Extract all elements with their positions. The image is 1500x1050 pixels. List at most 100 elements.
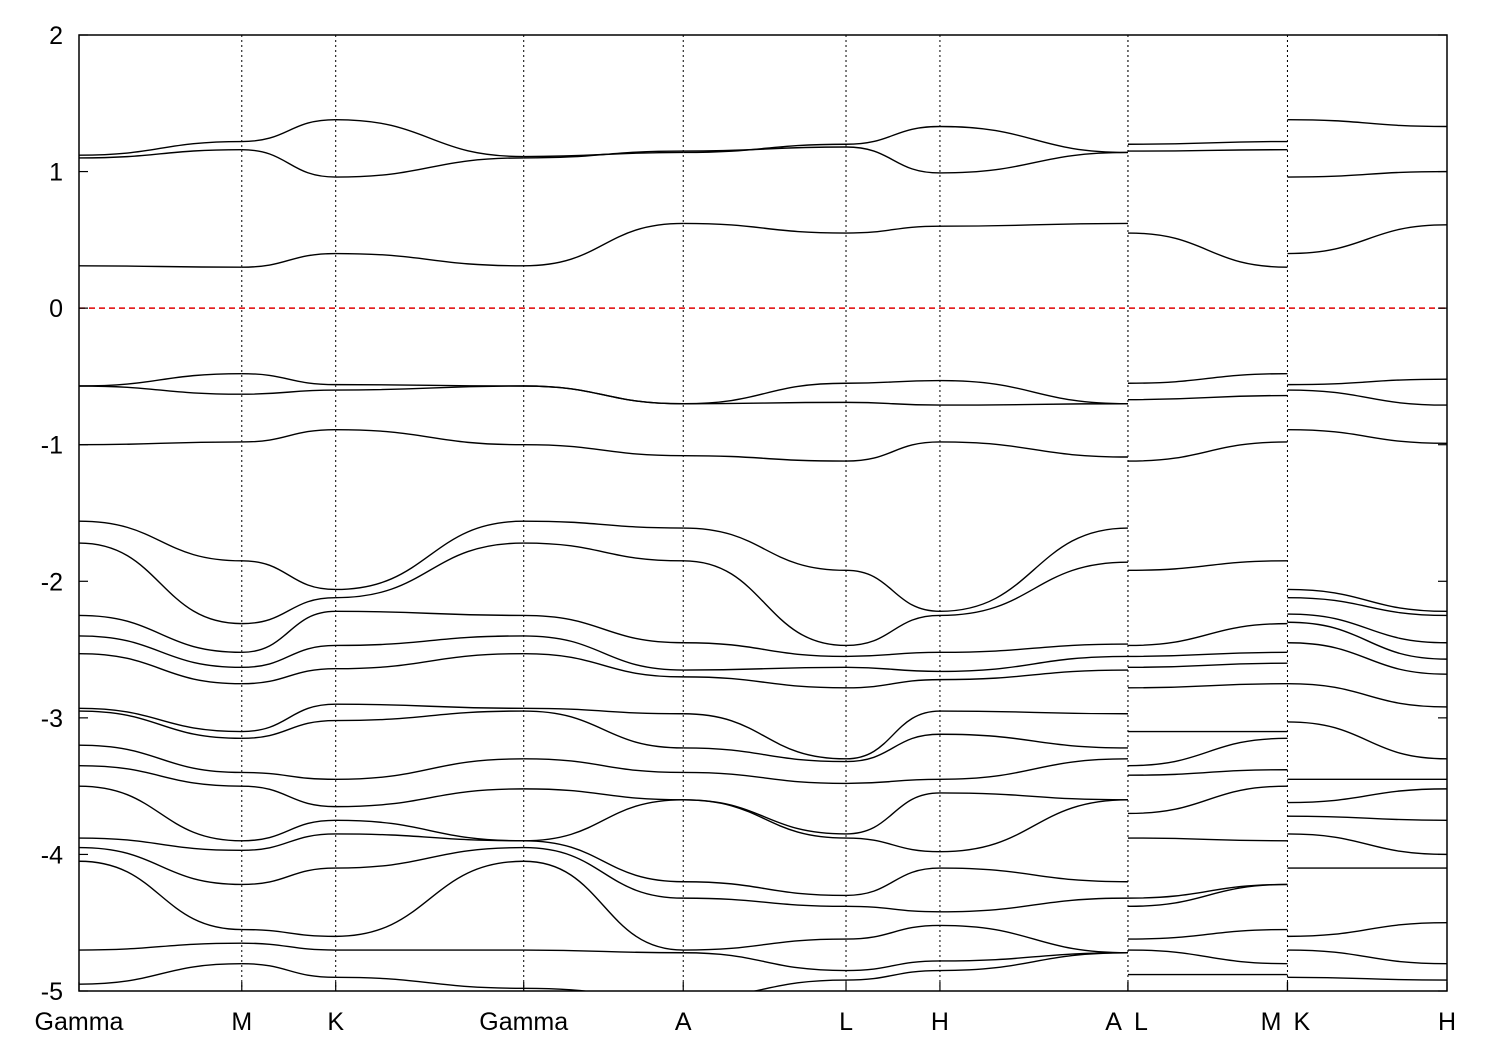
y-tick-label-0: -5 bbox=[41, 978, 63, 1006]
band-17-segment-2 bbox=[335, 846, 524, 869]
band-4-segment-10 bbox=[1287, 389, 1447, 406]
band-17-segment-6 bbox=[939, 897, 1128, 913]
band-15-segment-0 bbox=[79, 785, 242, 842]
band-19-segment-8 bbox=[1127, 949, 1288, 965]
band-18-segment-6 bbox=[939, 924, 1128, 954]
band-5-segment-8 bbox=[1127, 441, 1288, 462]
band-14-segment-1 bbox=[241, 785, 336, 808]
plot-frame bbox=[78, 34, 1448, 992]
band-7-segment-6 bbox=[939, 561, 1128, 617]
band-12-segment-4 bbox=[683, 747, 847, 763]
band-13-segment-6 bbox=[939, 758, 1128, 781]
y-tick-label-3: -2 bbox=[41, 568, 63, 596]
band-10-segment-1 bbox=[241, 667, 336, 685]
band-14-segment-0 bbox=[79, 764, 242, 787]
band-0-segment-2 bbox=[335, 118, 524, 158]
band-7-segment-5 bbox=[846, 614, 940, 647]
band-1-segment-8 bbox=[1127, 149, 1288, 152]
band-1-segment-4 bbox=[683, 146, 847, 152]
band-1-segment-6 bbox=[939, 151, 1128, 174]
band-14-segment-3 bbox=[523, 788, 684, 801]
x-tick-label-11: H bbox=[1438, 1008, 1456, 1036]
band-4-segment-0 bbox=[79, 385, 242, 395]
band-2-segment-0 bbox=[79, 265, 242, 268]
x-tick-label-10: K bbox=[1293, 1008, 1310, 1036]
band-10-segment-5 bbox=[846, 678, 940, 689]
band-5-segment-5 bbox=[846, 441, 940, 462]
band-7-segment-0 bbox=[79, 542, 242, 625]
band-19-segment-3 bbox=[523, 949, 684, 954]
band-19-segment-1 bbox=[241, 942, 336, 951]
band-7-segment-3 bbox=[523, 542, 684, 562]
band-0-segment-0 bbox=[79, 140, 242, 156]
band-0-segment-1 bbox=[241, 118, 336, 143]
band-2-segment-8 bbox=[1127, 232, 1288, 268]
band-1-segment-5 bbox=[846, 146, 940, 174]
band-15-segment-3 bbox=[523, 799, 684, 842]
band-9-segment-1 bbox=[241, 644, 336, 669]
x-tick-label-8: L bbox=[1134, 1008, 1148, 1036]
band-10-segment-3 bbox=[523, 652, 684, 678]
band-10-segment-0 bbox=[79, 652, 242, 685]
band-6-segment-8 bbox=[1127, 560, 1288, 572]
band-3-segment-8 bbox=[1127, 372, 1288, 384]
band-17-segment-4 bbox=[683, 897, 847, 908]
band-4-segment-2 bbox=[335, 385, 524, 391]
band-15-segment-5 bbox=[846, 837, 940, 853]
band-13-segment-0 bbox=[79, 744, 242, 774]
band-16-segment-2 bbox=[335, 833, 524, 842]
x-tick-label-6: H bbox=[931, 1008, 949, 1036]
band-3-segment-5 bbox=[846, 379, 940, 384]
y-axis: -5 -4 -3 -2 -1 0 1 2 bbox=[41, 22, 1447, 1006]
band-16-segment-6 bbox=[939, 867, 1128, 883]
band-0-segment-6 bbox=[939, 125, 1128, 154]
band-20-segment-0 bbox=[79, 962, 242, 985]
band-13-segment-8 bbox=[1127, 769, 1288, 776]
band-16-segment-1 bbox=[241, 833, 336, 852]
x-tick-label-3: Gamma bbox=[479, 1008, 568, 1036]
band-11-segment-2 bbox=[335, 703, 524, 709]
band-16-segment-5 bbox=[846, 867, 940, 897]
band-7-segment-2 bbox=[335, 542, 524, 599]
band-8-segment-8 bbox=[1127, 651, 1288, 658]
band-6-segment-3 bbox=[523, 520, 684, 529]
band-5-segment-2 bbox=[335, 428, 524, 446]
band-6-segment-0 bbox=[79, 520, 242, 562]
band-6-segment-5 bbox=[846, 569, 940, 613]
band-10-segment-10 bbox=[1287, 642, 1447, 675]
band-15-segment-6 bbox=[939, 799, 1128, 853]
band-1-segment-10 bbox=[1287, 170, 1447, 178]
band-1-segment-2 bbox=[335, 157, 524, 178]
band-14-segment-6 bbox=[939, 792, 1128, 801]
band-9-segment-5 bbox=[846, 666, 940, 673]
band-1-segment-0 bbox=[79, 149, 242, 159]
band-20-segment-5 bbox=[846, 969, 940, 981]
band-12-segment-2 bbox=[335, 710, 524, 722]
band-17-segment-8 bbox=[1127, 883, 1288, 908]
band-8-segment-2 bbox=[335, 610, 524, 617]
band-12-segment-5 bbox=[846, 733, 940, 763]
band-8-segment-4 bbox=[683, 642, 847, 658]
band-12-segment-1 bbox=[241, 719, 336, 740]
band-2-segment-1 bbox=[241, 252, 336, 268]
x-tick-label-0: Gamma bbox=[35, 1008, 124, 1036]
band-18-segment-2 bbox=[335, 860, 524, 938]
y-tick-label-5: 0 bbox=[49, 295, 63, 323]
band-10-segment-8 bbox=[1127, 683, 1288, 689]
band-5-segment-1 bbox=[241, 428, 336, 443]
band-13-segment-3 bbox=[523, 758, 684, 774]
band-18-segment-3 bbox=[523, 860, 684, 951]
band-5-segment-10 bbox=[1287, 428, 1447, 445]
band-4-segment-4 bbox=[683, 401, 847, 405]
band-5-segment-4 bbox=[683, 454, 847, 462]
band-2-segment-3 bbox=[523, 222, 684, 267]
band-19-segment-4 bbox=[683, 952, 847, 972]
band-18-segment-10 bbox=[1287, 922, 1447, 938]
band-0-segment-10 bbox=[1287, 118, 1447, 128]
band-4-segment-5 bbox=[846, 401, 940, 406]
band-16-segment-3 bbox=[523, 840, 684, 883]
band-2-segment-10 bbox=[1287, 224, 1447, 255]
band-12-segment-8 bbox=[1127, 737, 1288, 767]
band-20-segment-1 bbox=[241, 962, 336, 979]
